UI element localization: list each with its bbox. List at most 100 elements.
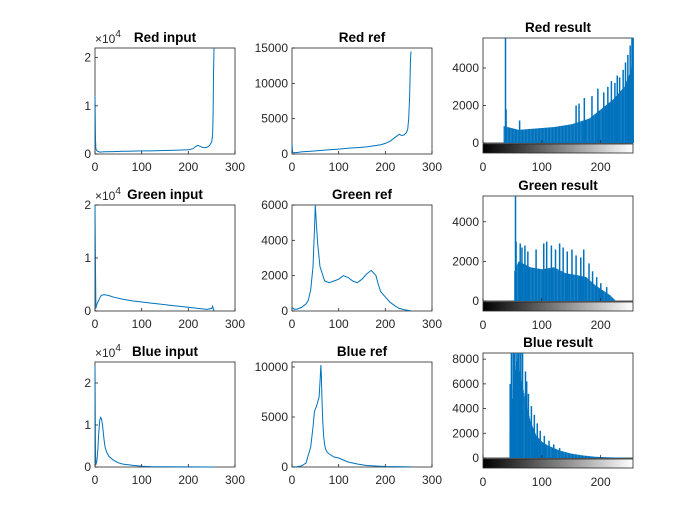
red-input-series-line (94, 47, 215, 153)
blue-result-bar (614, 457, 616, 458)
green-ref-title: Green ref (332, 187, 393, 202)
blue-result-bar-spike (558, 448, 561, 458)
green-result-bar (585, 277, 587, 301)
red-result-bar (628, 76, 630, 144)
red-result-bar (504, 126, 505, 143)
blue-result-bar (545, 444, 547, 458)
green-input-series-line (94, 204, 215, 311)
red-result-bar (577, 122, 578, 143)
blue-result-bar (577, 454, 579, 458)
green-result-bar (589, 280, 591, 301)
blue-result-bar (544, 443, 546, 458)
blue-input-xtick-label: 100 (132, 473, 152, 487)
blue-result-bar (555, 448, 557, 458)
red-result-bar (528, 129, 530, 143)
green-ref-xtick-label: 300 (422, 317, 442, 331)
green-result-bar (561, 271, 563, 301)
blue-result-bar (565, 452, 567, 458)
red-ref-series-line (291, 51, 412, 154)
blue-result-bar (551, 447, 553, 458)
blue-result-bar (528, 416, 530, 458)
red-result-bar (509, 127, 511, 143)
blue-result-bar (563, 451, 565, 458)
red-result-bar (586, 119, 588, 143)
green-input-plot: 0 100 200 300 0 1 2 ×104 Green input (84, 186, 245, 331)
green-result-bar (518, 261, 520, 301)
red-result-bar-spike (504, 38, 507, 143)
green-result-bar (533, 267, 534, 301)
green-result-xtick-label: 200 (591, 318, 611, 332)
red-result-bar (593, 115, 594, 143)
red-result-bar (600, 109, 602, 144)
red-result-bar (520, 129, 521, 143)
green-result-bar (612, 297, 614, 301)
red-result-bar (546, 127, 548, 143)
blue-result-bar (583, 455, 585, 458)
green-result-bar (594, 285, 596, 301)
red-result-bar (520, 129, 522, 143)
green-result-bar (531, 267, 532, 301)
red-result-bar (567, 124, 568, 143)
blue-result-bar-spike (509, 383, 511, 458)
red-result-bar (510, 127, 511, 143)
green-result-bar (534, 268, 536, 301)
red-result-bar (533, 128, 535, 143)
red-result-bar (541, 128, 543, 143)
blue-result-bar (609, 457, 611, 458)
green-result-bar (570, 274, 571, 301)
blue-result-bar (545, 444, 547, 458)
blue-result-bar-spike (520, 353, 522, 458)
green-result-colorbar (482, 301, 634, 312)
green-result-bar (552, 267, 554, 301)
green-result-bar (584, 277, 586, 301)
blue-result-bar (567, 452, 569, 459)
blue-result-bar-spike (548, 440, 550, 458)
blue-result-bar (571, 453, 573, 458)
red-result-bar (569, 124, 571, 143)
red-result-bar (598, 111, 600, 143)
green-result-bar (573, 274, 574, 301)
green-result-bar (544, 268, 545, 301)
blue-result-bar (592, 456, 594, 458)
red-result-bar-spike (622, 69, 624, 143)
green-result-bar (607, 293, 608, 301)
red-result-bar-spike (618, 77, 621, 143)
red-result-bar (549, 127, 551, 143)
blue-result-bar (557, 449, 558, 458)
red-ref-xtick-label: 200 (375, 160, 395, 174)
green-result-bar (522, 263, 524, 301)
blue-result-bar (585, 455, 587, 458)
red-result-bar-spike (505, 109, 507, 144)
red-result-bar (568, 124, 570, 143)
green-result-xtick-label: 0 (480, 318, 487, 332)
blue-result-bar (614, 457, 615, 458)
red-result-bar (508, 127, 510, 143)
blue-result-bar (516, 361, 518, 458)
green-result-bar-spike (582, 249, 585, 301)
red-result-bar (544, 127, 546, 143)
green-result-bar-spike (558, 243, 561, 301)
red-input-xtick-label: 200 (178, 160, 198, 174)
red-result-bar (560, 125, 562, 143)
green-result-bar (613, 299, 615, 301)
green-result-bar-spike (571, 249, 573, 301)
green-result-bar-spike (545, 241, 548, 301)
blue-result-bar (603, 457, 604, 458)
blue-result-bar (557, 449, 559, 458)
red-result-bar (571, 124, 573, 143)
green-result-bar (585, 277, 587, 301)
green-result-bar (541, 269, 543, 301)
red-result-bar (528, 129, 530, 143)
blue-result-bar (601, 457, 602, 458)
red-result-bar (524, 129, 526, 143)
green-result-bar (523, 264, 525, 301)
red-result-bar (557, 126, 559, 143)
blue-result-bar (570, 453, 572, 458)
blue-input-exponent-label: ×104 (95, 343, 121, 360)
red-result-bar-spike (591, 96, 593, 143)
blue-result-bar (564, 452, 566, 458)
blue-result-bar (583, 455, 584, 458)
red-result-bar (538, 128, 540, 143)
red-result-bar (523, 129, 525, 143)
